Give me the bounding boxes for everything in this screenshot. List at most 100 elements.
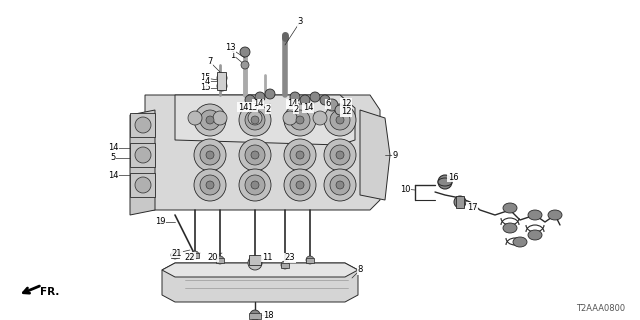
- Circle shape: [251, 256, 259, 264]
- Text: 12: 12: [340, 108, 351, 116]
- Circle shape: [171, 251, 179, 259]
- Circle shape: [330, 110, 350, 130]
- Circle shape: [313, 111, 327, 125]
- Ellipse shape: [548, 210, 562, 220]
- Text: 14: 14: [108, 171, 118, 180]
- Circle shape: [283, 111, 297, 125]
- Text: 22: 22: [185, 252, 195, 261]
- Circle shape: [324, 139, 356, 171]
- Circle shape: [245, 110, 265, 130]
- Text: 4: 4: [204, 76, 210, 85]
- Circle shape: [336, 181, 344, 189]
- Text: 10: 10: [400, 185, 410, 194]
- Circle shape: [454, 196, 466, 208]
- Circle shape: [310, 92, 320, 102]
- Circle shape: [200, 175, 220, 195]
- Text: 12: 12: [340, 99, 351, 108]
- Circle shape: [239, 169, 271, 201]
- Circle shape: [290, 175, 310, 195]
- Circle shape: [241, 61, 249, 69]
- Text: 14: 14: [237, 102, 248, 111]
- Text: 15: 15: [200, 84, 211, 92]
- Circle shape: [251, 116, 259, 124]
- Text: 21: 21: [172, 249, 182, 258]
- Circle shape: [240, 47, 250, 57]
- Circle shape: [217, 81, 227, 91]
- Text: 14: 14: [303, 103, 313, 113]
- Text: 14: 14: [108, 143, 118, 153]
- Circle shape: [200, 145, 220, 165]
- Ellipse shape: [438, 178, 452, 186]
- Circle shape: [239, 104, 271, 136]
- Circle shape: [290, 92, 300, 102]
- Circle shape: [135, 147, 151, 163]
- Circle shape: [255, 92, 265, 102]
- Circle shape: [290, 145, 310, 165]
- Text: FR.: FR.: [40, 287, 60, 297]
- Text: 15: 15: [200, 74, 211, 83]
- Text: 9: 9: [392, 150, 397, 159]
- Circle shape: [188, 111, 202, 125]
- Circle shape: [284, 169, 316, 201]
- Ellipse shape: [503, 203, 517, 213]
- Circle shape: [335, 105, 345, 115]
- Circle shape: [200, 110, 220, 130]
- Circle shape: [296, 116, 304, 124]
- Ellipse shape: [528, 230, 542, 240]
- Bar: [281, 263, 289, 268]
- Circle shape: [290, 110, 310, 130]
- Circle shape: [135, 177, 151, 193]
- Bar: [171, 253, 179, 258]
- Text: 14: 14: [253, 100, 263, 108]
- Bar: [217, 72, 226, 90]
- Circle shape: [281, 261, 289, 269]
- Text: 2: 2: [266, 105, 271, 114]
- Circle shape: [206, 151, 214, 159]
- Circle shape: [245, 145, 265, 165]
- Bar: [130, 173, 155, 197]
- Circle shape: [194, 139, 226, 171]
- Ellipse shape: [528, 210, 542, 220]
- Bar: [249, 313, 261, 319]
- Text: 6: 6: [325, 100, 331, 108]
- Circle shape: [248, 111, 262, 125]
- Circle shape: [438, 175, 452, 189]
- Polygon shape: [162, 263, 358, 302]
- Circle shape: [206, 116, 214, 124]
- Circle shape: [245, 95, 255, 105]
- Polygon shape: [175, 95, 355, 145]
- Circle shape: [251, 151, 259, 159]
- Text: 17: 17: [467, 203, 477, 212]
- Circle shape: [206, 181, 214, 189]
- Bar: [130, 113, 155, 137]
- Text: 18: 18: [262, 310, 273, 319]
- Bar: [456, 196, 464, 208]
- Text: 3: 3: [298, 18, 303, 27]
- Polygon shape: [360, 110, 390, 200]
- Circle shape: [135, 117, 151, 133]
- Text: 11: 11: [262, 252, 272, 261]
- Circle shape: [330, 145, 350, 165]
- Circle shape: [245, 175, 265, 195]
- Circle shape: [300, 95, 310, 105]
- Bar: [249, 255, 261, 265]
- Circle shape: [330, 175, 350, 195]
- Circle shape: [324, 169, 356, 201]
- Circle shape: [250, 310, 260, 320]
- Circle shape: [213, 111, 227, 125]
- Text: 5: 5: [110, 154, 116, 163]
- Text: 16: 16: [448, 172, 458, 181]
- Circle shape: [296, 151, 304, 159]
- Text: 7: 7: [207, 58, 212, 67]
- Circle shape: [326, 99, 338, 111]
- Text: 2: 2: [293, 105, 299, 114]
- Circle shape: [251, 181, 259, 189]
- Text: 1: 1: [230, 51, 236, 60]
- Circle shape: [320, 95, 330, 105]
- Text: 8: 8: [357, 266, 363, 275]
- Text: 14: 14: [287, 100, 297, 108]
- Text: 13: 13: [246, 102, 257, 111]
- Bar: [191, 253, 199, 258]
- Ellipse shape: [513, 237, 527, 247]
- Circle shape: [336, 151, 344, 159]
